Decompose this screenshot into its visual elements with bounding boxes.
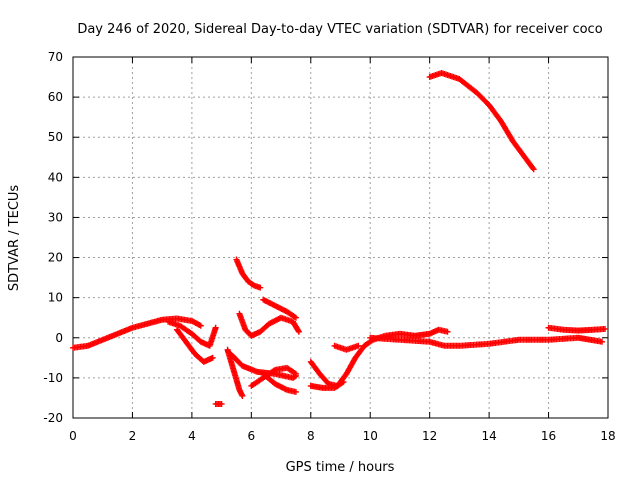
series-track-p [426, 70, 537, 173]
y-tick-label: 10 [48, 291, 63, 305]
series-track-i [227, 350, 299, 381]
x-tick-label: 12 [422, 429, 437, 443]
x-tick-label: 18 [600, 429, 615, 443]
data-point [339, 379, 346, 386]
y-tick-label: 30 [48, 210, 63, 224]
y-axis-label: SDTVAR / TECUs [7, 185, 22, 292]
series-track-b [174, 326, 216, 365]
series-track-g [236, 310, 302, 339]
series-track-m [307, 378, 347, 391]
data-point [209, 354, 216, 361]
data-point [530, 166, 537, 173]
series-track-d [212, 400, 225, 407]
x-axis-label: GPS time / hours [286, 460, 395, 475]
x-tick-label: 6 [248, 429, 256, 443]
series-track-a [70, 315, 204, 351]
x-tick-label: 8 [307, 429, 315, 443]
data-point [292, 370, 299, 377]
data-marks [70, 70, 609, 407]
data-point [340, 378, 347, 385]
axis-ticks: 0 2 4 6 8 10 12 14 16 18 -20 -10 0 10 20 30 40 50 60 70 [43, 50, 615, 443]
data-point [291, 313, 298, 320]
y-tick-label: 40 [48, 170, 63, 184]
y-tick-label: -10 [43, 371, 63, 385]
data-point [292, 388, 299, 395]
data-point [444, 328, 451, 335]
data-point [257, 284, 264, 291]
data-point [291, 370, 298, 377]
series-track-c [165, 318, 219, 349]
series-track-e [224, 346, 246, 399]
data-point [295, 328, 302, 335]
series-track-h [260, 296, 299, 321]
y-tick-label: 20 [48, 251, 63, 265]
plot-frame [72, 56, 609, 419]
x-tick-label: 0 [69, 429, 77, 443]
y-tick-label: -20 [43, 411, 63, 425]
x-tick-label: 4 [188, 429, 196, 443]
data-point [197, 322, 204, 329]
series-track-l [307, 326, 451, 389]
data-point [529, 165, 536, 172]
series-track-o [367, 334, 606, 349]
grid-lines [73, 57, 608, 418]
data-point [602, 325, 609, 332]
y-tick-label: 60 [48, 90, 63, 104]
y-tick-label: 0 [55, 331, 63, 345]
data-point [292, 314, 299, 321]
y-tick-label: 50 [48, 130, 63, 144]
y-tick-label: 70 [48, 50, 63, 64]
x-tick-label: 2 [129, 429, 137, 443]
series-track-n [331, 342, 362, 353]
series-track-q [545, 324, 609, 334]
data-point [239, 392, 246, 399]
data-point [212, 324, 219, 331]
chart-title: Day 246 of 2020, Sidereal Day-to-day VTE… [77, 22, 602, 37]
series-track-f [233, 256, 264, 291]
data-point [218, 400, 225, 407]
x-tick-label: 10 [363, 429, 378, 443]
data-point [295, 327, 302, 334]
x-tick-label: 16 [541, 429, 556, 443]
data-point [599, 338, 606, 345]
series-track-k [260, 370, 299, 395]
data-point [355, 342, 362, 349]
x-tick-label: 14 [481, 429, 496, 443]
